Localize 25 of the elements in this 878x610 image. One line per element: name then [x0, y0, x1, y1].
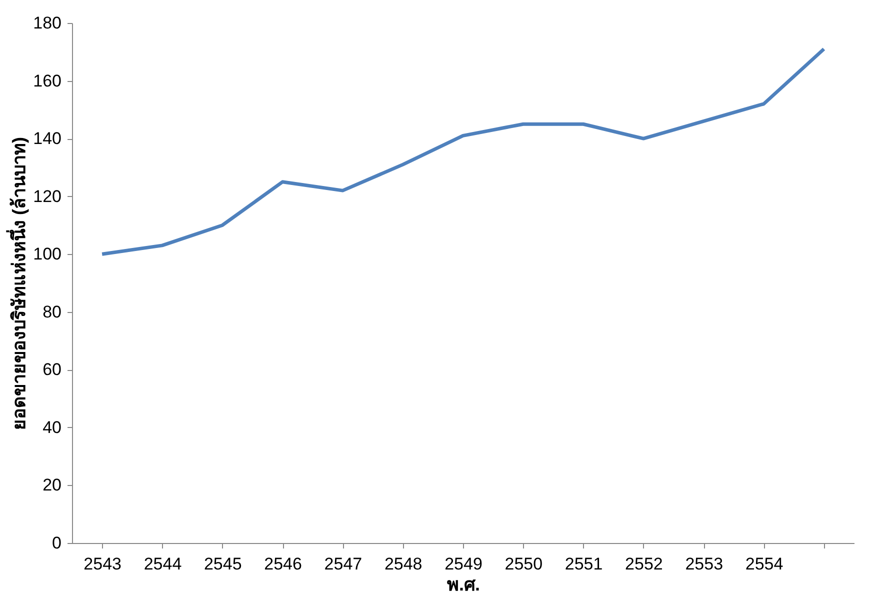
- y-axis-title: ยอดขายของบริษัทแห่งหนึ่ง (ล้านบาท): [6, 137, 30, 430]
- y-tick-label: 80: [42, 302, 62, 322]
- y-tick-label: 180: [33, 14, 62, 32]
- y-tick-label: 120: [33, 186, 62, 206]
- x-tick-label: 2552: [625, 554, 663, 574]
- y-tick-label: 60: [42, 360, 62, 380]
- x-tick-label: 2554: [745, 554, 784, 574]
- x-tick-label: 2551: [564, 554, 603, 574]
- x-axis-title: พ.ศ.: [446, 574, 480, 594]
- x-tick-label: 2544: [144, 554, 182, 574]
- y-tick-label: 160: [33, 71, 62, 90]
- x-tick-label: 2553: [685, 554, 724, 574]
- x-tick-label: 2546: [264, 554, 302, 574]
- x-tick-label: 2548: [384, 554, 422, 574]
- x-tick-label: 2549: [444, 554, 482, 574]
- x-tick-label: 2543: [84, 554, 122, 574]
- line-series: [100, 47, 826, 256]
- y-tick-label: 40: [42, 418, 62, 437]
- y-tick-label: 0: [52, 534, 62, 552]
- y-tick-label: 20: [42, 476, 62, 495]
- y-tick-label: 100: [33, 244, 62, 264]
- x-tick-label: 2550: [504, 554, 543, 574]
- x-tick-label: 2547: [324, 554, 362, 574]
- x-tick-label: 2545: [204, 554, 242, 574]
- y-tick-label: 140: [33, 129, 62, 148]
